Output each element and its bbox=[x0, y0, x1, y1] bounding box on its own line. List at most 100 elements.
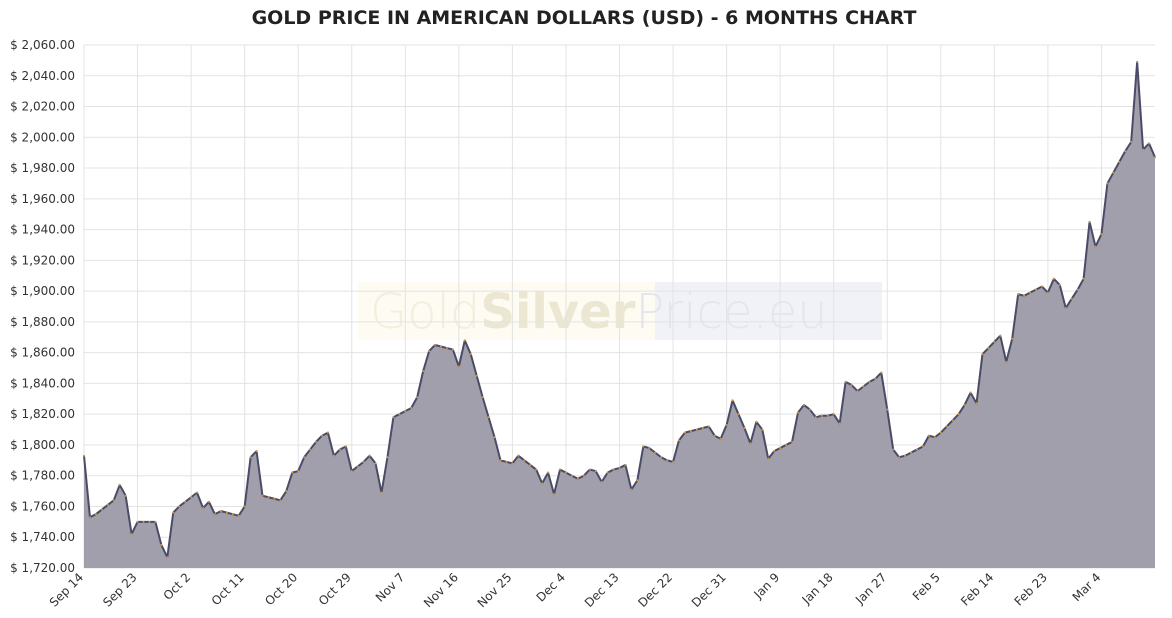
x-tick-label: Dec 4 bbox=[534, 570, 568, 604]
point bbox=[410, 407, 413, 410]
point bbox=[755, 420, 758, 423]
point bbox=[553, 493, 556, 496]
point bbox=[576, 477, 579, 480]
point bbox=[1064, 307, 1067, 310]
point bbox=[749, 442, 752, 445]
point bbox=[648, 447, 651, 450]
point bbox=[713, 434, 716, 437]
y-tick-label: $ 1,720.00 bbox=[10, 561, 75, 575]
point bbox=[600, 480, 603, 483]
point bbox=[921, 445, 924, 448]
x-tick-label: Dec 13 bbox=[582, 570, 622, 610]
y-tick-label: $ 1,740.00 bbox=[10, 530, 75, 544]
point bbox=[1052, 277, 1055, 280]
x-tick-label: Nov 25 bbox=[475, 570, 515, 610]
point bbox=[273, 497, 276, 500]
point bbox=[1154, 156, 1156, 159]
point bbox=[261, 494, 264, 497]
point bbox=[493, 436, 496, 439]
y-tick-label: $ 2,000.00 bbox=[10, 130, 75, 144]
point bbox=[612, 468, 615, 471]
point bbox=[1094, 245, 1097, 248]
point bbox=[582, 474, 585, 477]
point bbox=[820, 414, 823, 417]
y-tick-label: $ 1,840.00 bbox=[10, 376, 75, 390]
point bbox=[993, 340, 996, 343]
y-tick-label: $ 1,780.00 bbox=[10, 469, 75, 483]
x-tick-label: Sep 14 bbox=[47, 570, 86, 609]
point bbox=[695, 428, 698, 431]
point bbox=[1005, 360, 1008, 363]
point bbox=[326, 431, 329, 434]
point bbox=[1040, 285, 1043, 288]
point bbox=[386, 456, 389, 459]
point bbox=[844, 380, 847, 383]
point bbox=[1118, 160, 1121, 163]
point bbox=[416, 396, 419, 399]
point bbox=[362, 460, 365, 463]
point bbox=[428, 350, 431, 353]
point bbox=[547, 471, 550, 474]
point bbox=[207, 500, 210, 503]
point bbox=[160, 543, 163, 546]
chart-title: GOLD PRICE IN AMERICAN DOLLARS (USD) - 6… bbox=[252, 7, 917, 29]
point bbox=[88, 516, 91, 519]
x-tick-label: Dec 22 bbox=[635, 570, 675, 610]
point bbox=[618, 467, 621, 470]
y-tick-label: $ 1,980.00 bbox=[10, 161, 75, 175]
x-tick-label: Oct 2 bbox=[161, 570, 194, 603]
point bbox=[624, 463, 627, 466]
point bbox=[672, 460, 675, 463]
point bbox=[904, 454, 907, 457]
point bbox=[701, 427, 704, 430]
point bbox=[832, 413, 835, 416]
point bbox=[1070, 297, 1073, 300]
x-tick-label: Dec 31 bbox=[689, 570, 729, 610]
point bbox=[808, 408, 811, 411]
point bbox=[606, 471, 609, 474]
point bbox=[463, 339, 466, 342]
x-tick-label: Mar 4 bbox=[1070, 570, 1104, 604]
point bbox=[1011, 337, 1014, 340]
point bbox=[1035, 288, 1037, 291]
point bbox=[868, 380, 871, 383]
point bbox=[499, 459, 502, 462]
point bbox=[190, 496, 193, 499]
x-tick-label: Feb 14 bbox=[958, 570, 996, 608]
x-tick-label: Jan 27 bbox=[852, 570, 889, 607]
point bbox=[767, 457, 770, 460]
point bbox=[243, 505, 246, 508]
watermark-bg bbox=[655, 282, 882, 340]
point bbox=[1088, 220, 1091, 223]
point bbox=[1148, 142, 1151, 145]
x-tick-label: Jan 18 bbox=[799, 570, 836, 607]
point bbox=[166, 556, 169, 559]
x-tick-label: Jan 9 bbox=[750, 570, 782, 602]
point bbox=[743, 427, 746, 430]
point bbox=[933, 436, 936, 439]
point bbox=[1076, 288, 1079, 291]
point bbox=[916, 448, 918, 451]
point bbox=[356, 465, 359, 468]
point bbox=[475, 374, 478, 377]
point bbox=[368, 454, 371, 457]
point bbox=[315, 440, 318, 443]
point bbox=[1023, 294, 1026, 297]
y-tick-label: $ 1,940.00 bbox=[10, 223, 75, 237]
point bbox=[570, 474, 573, 477]
watermark-part: Gold bbox=[370, 284, 480, 340]
point bbox=[338, 448, 341, 451]
y-tick-label: $ 2,040.00 bbox=[10, 69, 75, 83]
point bbox=[1142, 148, 1145, 151]
point bbox=[106, 503, 109, 506]
point bbox=[172, 511, 175, 514]
point bbox=[380, 491, 383, 494]
point bbox=[231, 513, 234, 516]
point bbox=[100, 508, 103, 511]
point bbox=[957, 413, 960, 416]
point bbox=[826, 414, 829, 417]
point bbox=[219, 510, 222, 513]
point bbox=[457, 365, 460, 368]
point bbox=[154, 520, 157, 523]
